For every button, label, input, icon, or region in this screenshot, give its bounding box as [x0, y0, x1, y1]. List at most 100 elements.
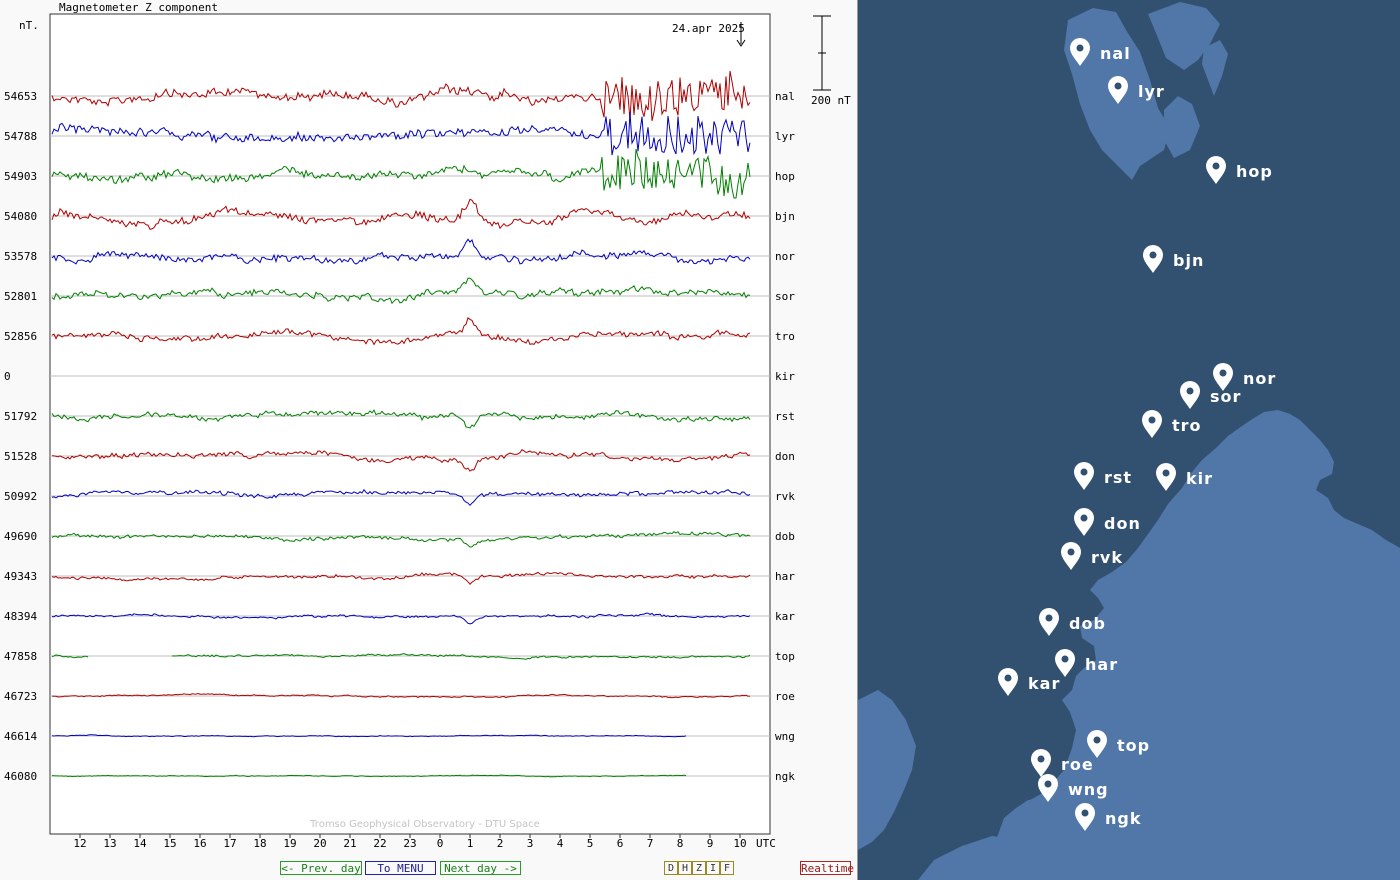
- series-label-har: har: [775, 570, 795, 583]
- series-line-dob: [51, 531, 751, 548]
- map-pin-hole: [1219, 369, 1227, 377]
- component-i-button[interactable]: I: [706, 861, 720, 875]
- x-tick-label: 23: [403, 837, 416, 850]
- map-pin-icon: [1156, 463, 1176, 491]
- station-label-tro: tro: [1172, 416, 1202, 435]
- series-line-hop: [51, 148, 751, 199]
- x-tick-label: 22: [373, 837, 386, 850]
- map-pin-hole: [1148, 416, 1156, 424]
- series-label-nor: nor: [775, 250, 795, 263]
- map-pin-icon: [1038, 774, 1058, 802]
- realtime-button[interactable]: Realtime: [800, 861, 854, 875]
- x-tick-label: 10: [733, 837, 746, 850]
- station-pin-nor[interactable]: nor: [1213, 363, 1276, 391]
- series-label-kir: kir: [775, 370, 795, 383]
- series-label-rst: rst: [775, 410, 795, 423]
- sweden-coast-east: [1174, 522, 1306, 880]
- svalbard-east-islands: [1202, 40, 1228, 96]
- series-line-nor: [51, 238, 751, 265]
- baseline-value-don: 51528: [4, 450, 37, 463]
- x-tick-label: 20: [313, 837, 326, 850]
- station-label-nor: nor: [1243, 369, 1276, 388]
- series-label-nal: nal: [775, 90, 795, 103]
- chart-title: Magnetometer Z component: [59, 1, 218, 14]
- station-map: nal lyr hop bjn nor sor tro rst kir don rvk dob har k…: [858, 0, 1400, 880]
- gotland: [1236, 782, 1250, 820]
- map-pin-hole: [1045, 614, 1053, 622]
- station-label-sor: sor: [1210, 387, 1241, 406]
- station-pin-rvk[interactable]: rvk: [1061, 542, 1123, 570]
- station-pin-sor[interactable]: sor: [1180, 381, 1241, 409]
- station-label-kir: kir: [1186, 469, 1213, 488]
- map-pin-hole: [1004, 674, 1012, 682]
- next-day-button[interactable]: Next day ->: [440, 861, 521, 875]
- station-pin-har[interactable]: har: [1055, 649, 1118, 677]
- station-pin-dob[interactable]: dob: [1039, 608, 1106, 636]
- map-pin-icon: [998, 668, 1018, 696]
- station-pin-wng[interactable]: wng: [1038, 774, 1109, 802]
- series-line-roe: [51, 692, 751, 699]
- station-label-ngk: ngk: [1105, 809, 1141, 828]
- menu-button[interactable]: To MENU: [365, 861, 436, 875]
- series-label-wng: wng: [775, 730, 795, 743]
- series-line-tro: [51, 316, 751, 346]
- x-tick-label: 18: [253, 837, 266, 850]
- map-pin-icon: [1031, 749, 1051, 777]
- station-pin-nal[interactable]: nal: [1070, 38, 1131, 66]
- series-label-hop: hop: [775, 170, 795, 183]
- svalbard-edgeoya: [1164, 96, 1200, 158]
- series-line-bjn: [51, 198, 751, 230]
- x-tick-label: 16: [193, 837, 206, 850]
- series-label-don: don: [775, 450, 795, 463]
- station-pin-bjn[interactable]: bjn: [1143, 245, 1204, 273]
- x-tick-label: 1: [467, 837, 474, 850]
- map-pin-icon: [1074, 508, 1094, 536]
- finland-baltic: [1256, 670, 1400, 880]
- observatory-footer: Tromso Geophysical Observatory - DTU Spa…: [309, 819, 540, 830]
- scale-bar-label: 200 nT: [811, 94, 851, 107]
- station-pin-top[interactable]: top: [1087, 730, 1150, 758]
- series-line-don: [51, 449, 751, 472]
- station-pin-hop[interactable]: hop: [1206, 156, 1273, 184]
- series-label-top: top: [775, 650, 795, 663]
- station-label-lyr: lyr: [1138, 82, 1165, 101]
- station-pin-don[interactable]: don: [1074, 508, 1141, 536]
- x-tick-label: 4: [557, 837, 564, 850]
- series-line-top: [51, 653, 751, 660]
- prev-day-button[interactable]: <- Prev. day: [280, 861, 362, 875]
- map-pin-icon: [1180, 381, 1200, 409]
- component-d-button[interactable]: D: [664, 861, 678, 875]
- station-pin-kar[interactable]: kar: [998, 668, 1060, 696]
- station-pin-rst[interactable]: rst: [1074, 462, 1132, 490]
- x-tick-label: 0: [437, 837, 444, 850]
- station-pin-kir[interactable]: kir: [1156, 463, 1213, 491]
- station-pin-lyr[interactable]: lyr: [1108, 76, 1165, 104]
- component-z-button[interactable]: Z: [692, 861, 706, 875]
- baseline-value-har: 49343: [4, 570, 37, 583]
- map-pin-hole: [1076, 44, 1084, 52]
- station-pin-ngk[interactable]: ngk: [1075, 803, 1141, 831]
- baseline-value-ngk: 46080: [4, 770, 37, 783]
- series-line-lyr: [51, 112, 751, 156]
- map-pin-hole: [1114, 82, 1122, 90]
- series-line-kar: [51, 612, 751, 625]
- component-f-button[interactable]: F: [720, 861, 734, 875]
- map-pin-hole: [1186, 387, 1194, 395]
- map-pin-hole: [1093, 736, 1101, 744]
- series-label-tro: tro: [775, 330, 795, 343]
- map-pin-hole: [1067, 548, 1075, 556]
- map-pin-hole: [1162, 469, 1170, 477]
- station-pin-tro[interactable]: tro: [1142, 410, 1202, 438]
- station-pin-roe[interactable]: roe: [1031, 749, 1094, 777]
- date-label: 24.apr 2025: [672, 22, 745, 35]
- series-line-nal: [51, 70, 751, 122]
- baseline-value-wng: 46614: [4, 730, 37, 743]
- baseline-value-rst: 51792: [4, 410, 37, 423]
- series-line-rvk: [51, 488, 751, 507]
- component-h-button[interactable]: H: [678, 861, 692, 875]
- series-label-roe: roe: [775, 690, 795, 703]
- map-pin-icon: [1213, 363, 1233, 391]
- x-axis-unit: UTC: [756, 837, 776, 850]
- station-label-kar: kar: [1028, 674, 1060, 693]
